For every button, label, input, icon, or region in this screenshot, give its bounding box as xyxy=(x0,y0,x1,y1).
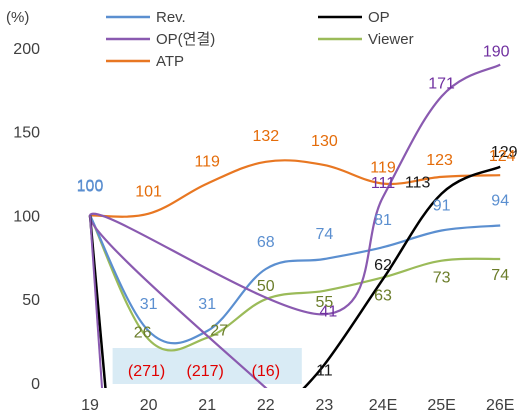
data-label-rev: 31 xyxy=(140,296,158,313)
y-tick-label: 200 xyxy=(13,41,40,58)
y-tick-label: 50 xyxy=(22,292,40,309)
legend-label-viewer: Viewer xyxy=(368,31,414,48)
series-line-viewer xyxy=(89,214,501,352)
data-label-rev: 94 xyxy=(491,192,509,209)
x-tick-label: 21 xyxy=(198,397,216,414)
x-tick-label: 26E xyxy=(486,397,514,414)
y-axis-unit: (%) xyxy=(6,9,29,26)
data-label-op: 129 xyxy=(491,144,518,161)
series-line-atp xyxy=(89,159,501,218)
data-label-rev: 100 xyxy=(77,177,104,194)
data-label-viewer: 27 xyxy=(210,323,228,340)
data-label-op: 62 xyxy=(374,257,392,274)
legend-label-op: OP xyxy=(368,9,390,26)
legend-label-op: OP(연결) xyxy=(156,31,215,48)
data-label-op: 190 xyxy=(483,44,510,61)
legend-label-rev: Rev. xyxy=(156,9,186,26)
series-lines xyxy=(88,63,501,388)
data-label-op: (217) xyxy=(187,363,224,380)
x-tick-label: 20 xyxy=(140,397,158,414)
data-label-atp: 130 xyxy=(311,133,338,150)
data-label-op: (16) xyxy=(252,363,280,380)
x-tick-label: 23 xyxy=(316,397,334,414)
data-label-viewer: 50 xyxy=(257,278,275,295)
data-label-rev: 81 xyxy=(374,212,392,229)
data-label-atp: 123 xyxy=(426,152,453,169)
data-label-atp: 132 xyxy=(252,128,279,145)
series-line-op-consolidated-drop xyxy=(89,215,104,388)
series-line-op-consolidated xyxy=(88,63,501,388)
data-label-rev: 68 xyxy=(257,234,275,251)
y-tick-label: 150 xyxy=(13,125,40,142)
data-label-rev: 74 xyxy=(316,226,334,243)
data-label-op: 111 xyxy=(371,175,395,192)
y-tick-label: 0 xyxy=(31,376,40,393)
data-label-rev: 100 xyxy=(77,178,104,195)
x-tick-label: 24E xyxy=(369,397,397,414)
data-label-atp: 119 xyxy=(194,154,220,171)
series-line-op xyxy=(302,165,501,388)
x-tick-label: 19 xyxy=(81,397,99,414)
data-label-atp: 101 xyxy=(135,184,162,201)
data-label-viewer: 55 xyxy=(316,294,334,311)
data-label-op: 41 xyxy=(320,303,338,320)
y-tick-label: 100 xyxy=(13,208,40,225)
series-line-rev xyxy=(89,214,501,345)
data-label-rev: 31 xyxy=(198,296,216,313)
legend-label-atp: ATP xyxy=(156,53,184,70)
x-tick-label: 22 xyxy=(257,397,275,414)
data-label-atp: 119 xyxy=(370,160,396,177)
data-label-op: 171 xyxy=(428,75,455,92)
data-label-atp: 124 xyxy=(489,148,516,165)
data-label-viewer: 26 xyxy=(134,324,152,341)
legend: Rev. OP OP(연결) Viewer ATP xyxy=(106,9,414,70)
x-tick-label: 25E xyxy=(427,397,455,414)
data-label-op: (271) xyxy=(128,363,165,380)
data-label-op: 11 xyxy=(316,363,333,380)
data-label-rev: 91 xyxy=(433,197,451,214)
data-label-viewer: 73 xyxy=(433,270,451,287)
data-label-viewer: 74 xyxy=(491,267,509,284)
data-label-viewer: 63 xyxy=(374,287,392,304)
data-label-op: 113 xyxy=(405,175,431,192)
